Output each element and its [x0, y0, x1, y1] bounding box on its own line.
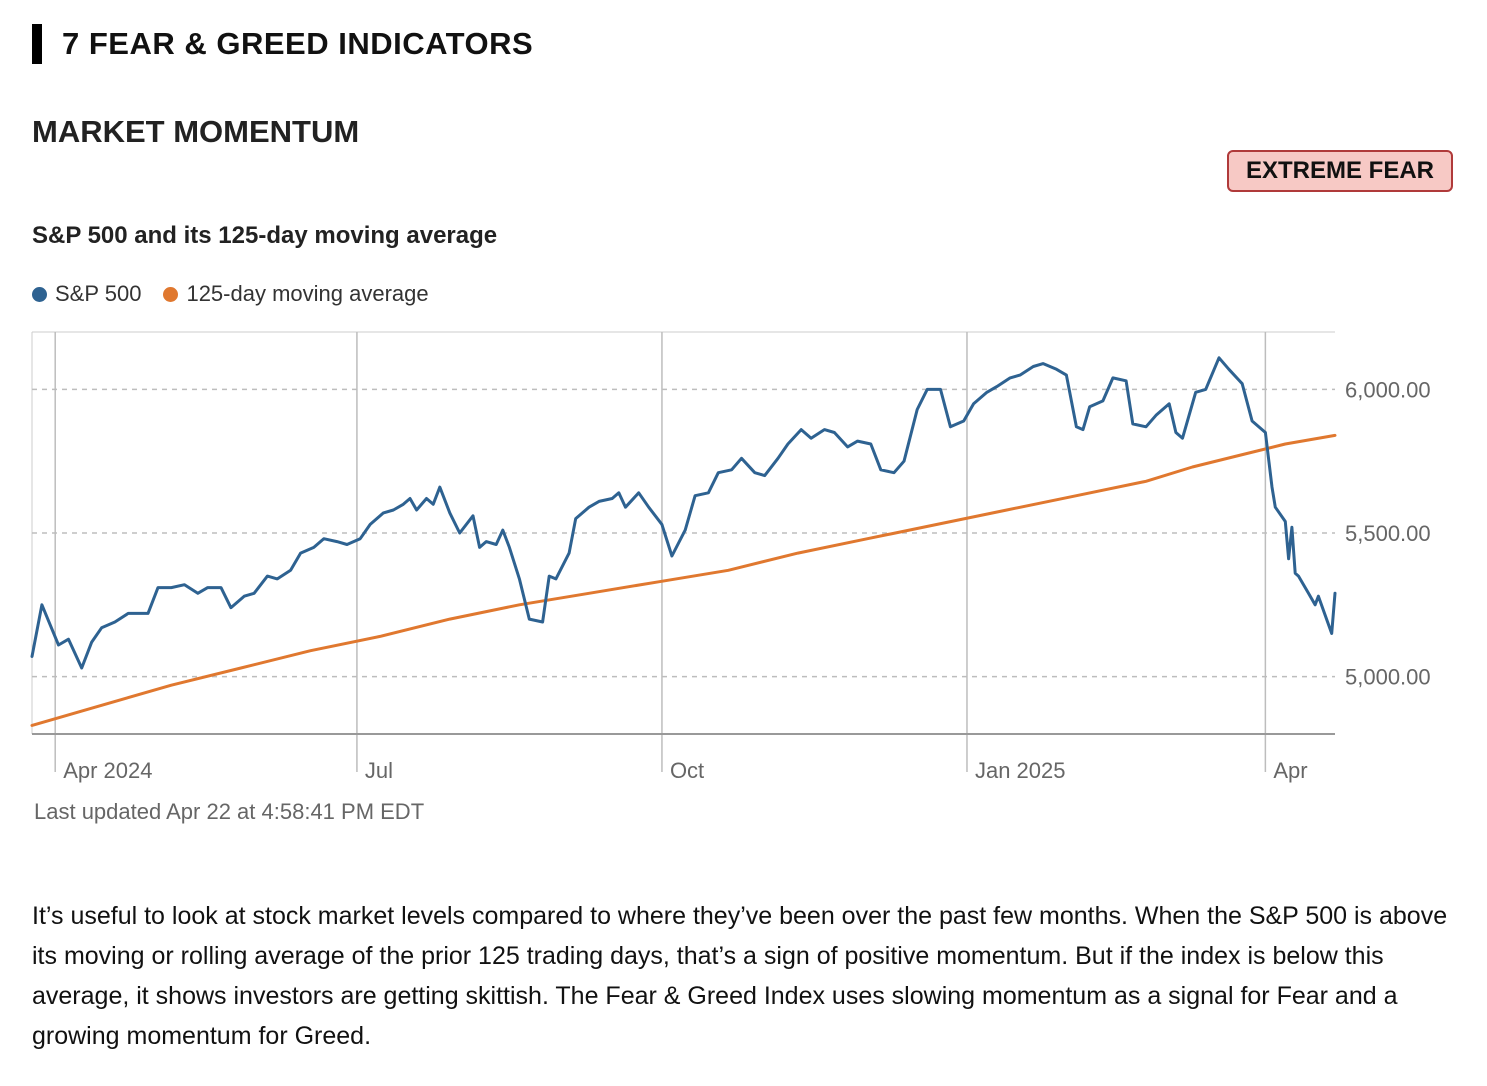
- legend-dot-icon: [163, 286, 179, 302]
- section-title: 7 FEAR & GREED INDICATORS: [62, 26, 534, 61]
- series-line-sp500: [30, 356, 1337, 670]
- section-accent-bar: [32, 24, 42, 64]
- chart-legend: S&P 500 125-day moving average: [32, 281, 451, 307]
- y-tick-label: 5,000.00: [1345, 665, 1431, 690]
- line-chart[interactable]: 5,000.00 5,500.00 6,000.00 Apr 2024 Jul Oct Ja…: [0, 320, 1487, 790]
- last-updated: Last updated Apr 22 at 4:58:41 PM EDT: [34, 799, 425, 824]
- x-tick-label: Apr: [1273, 758, 1307, 783]
- x-tick-label: Oct: [670, 758, 704, 783]
- legend-label-moving-average: 125-day moving average: [186, 281, 429, 306]
- legend-item-moving-average: 125-day moving average: [163, 281, 429, 307]
- x-tick-label: Jan 2025: [975, 758, 1066, 783]
- chart-title: S&P 500 and its 125-day moving average: [32, 222, 498, 249]
- y-tick-label: 6,000.00: [1345, 377, 1431, 402]
- description-text: It’s useful to look at stock market leve…: [32, 902, 1448, 1050]
- section-heading: 7 FEAR & GREED INDICATORS: [32, 24, 533, 64]
- x-tick-label: Jul: [365, 758, 393, 783]
- indicator-title: MARKET MOMENTUM: [32, 114, 360, 149]
- legend-dot-icon: [32, 286, 47, 302]
- rating-badge: EXTREME FEAR: [1227, 150, 1453, 192]
- legend-item-sp500: S&P 500: [32, 281, 141, 307]
- series-line-moving-average: [30, 433, 1337, 727]
- x-tick-label: Apr 2024: [63, 758, 152, 783]
- legend-label-sp500: S&P 500: [55, 281, 142, 306]
- y-tick-label: 5,500.00: [1345, 521, 1431, 546]
